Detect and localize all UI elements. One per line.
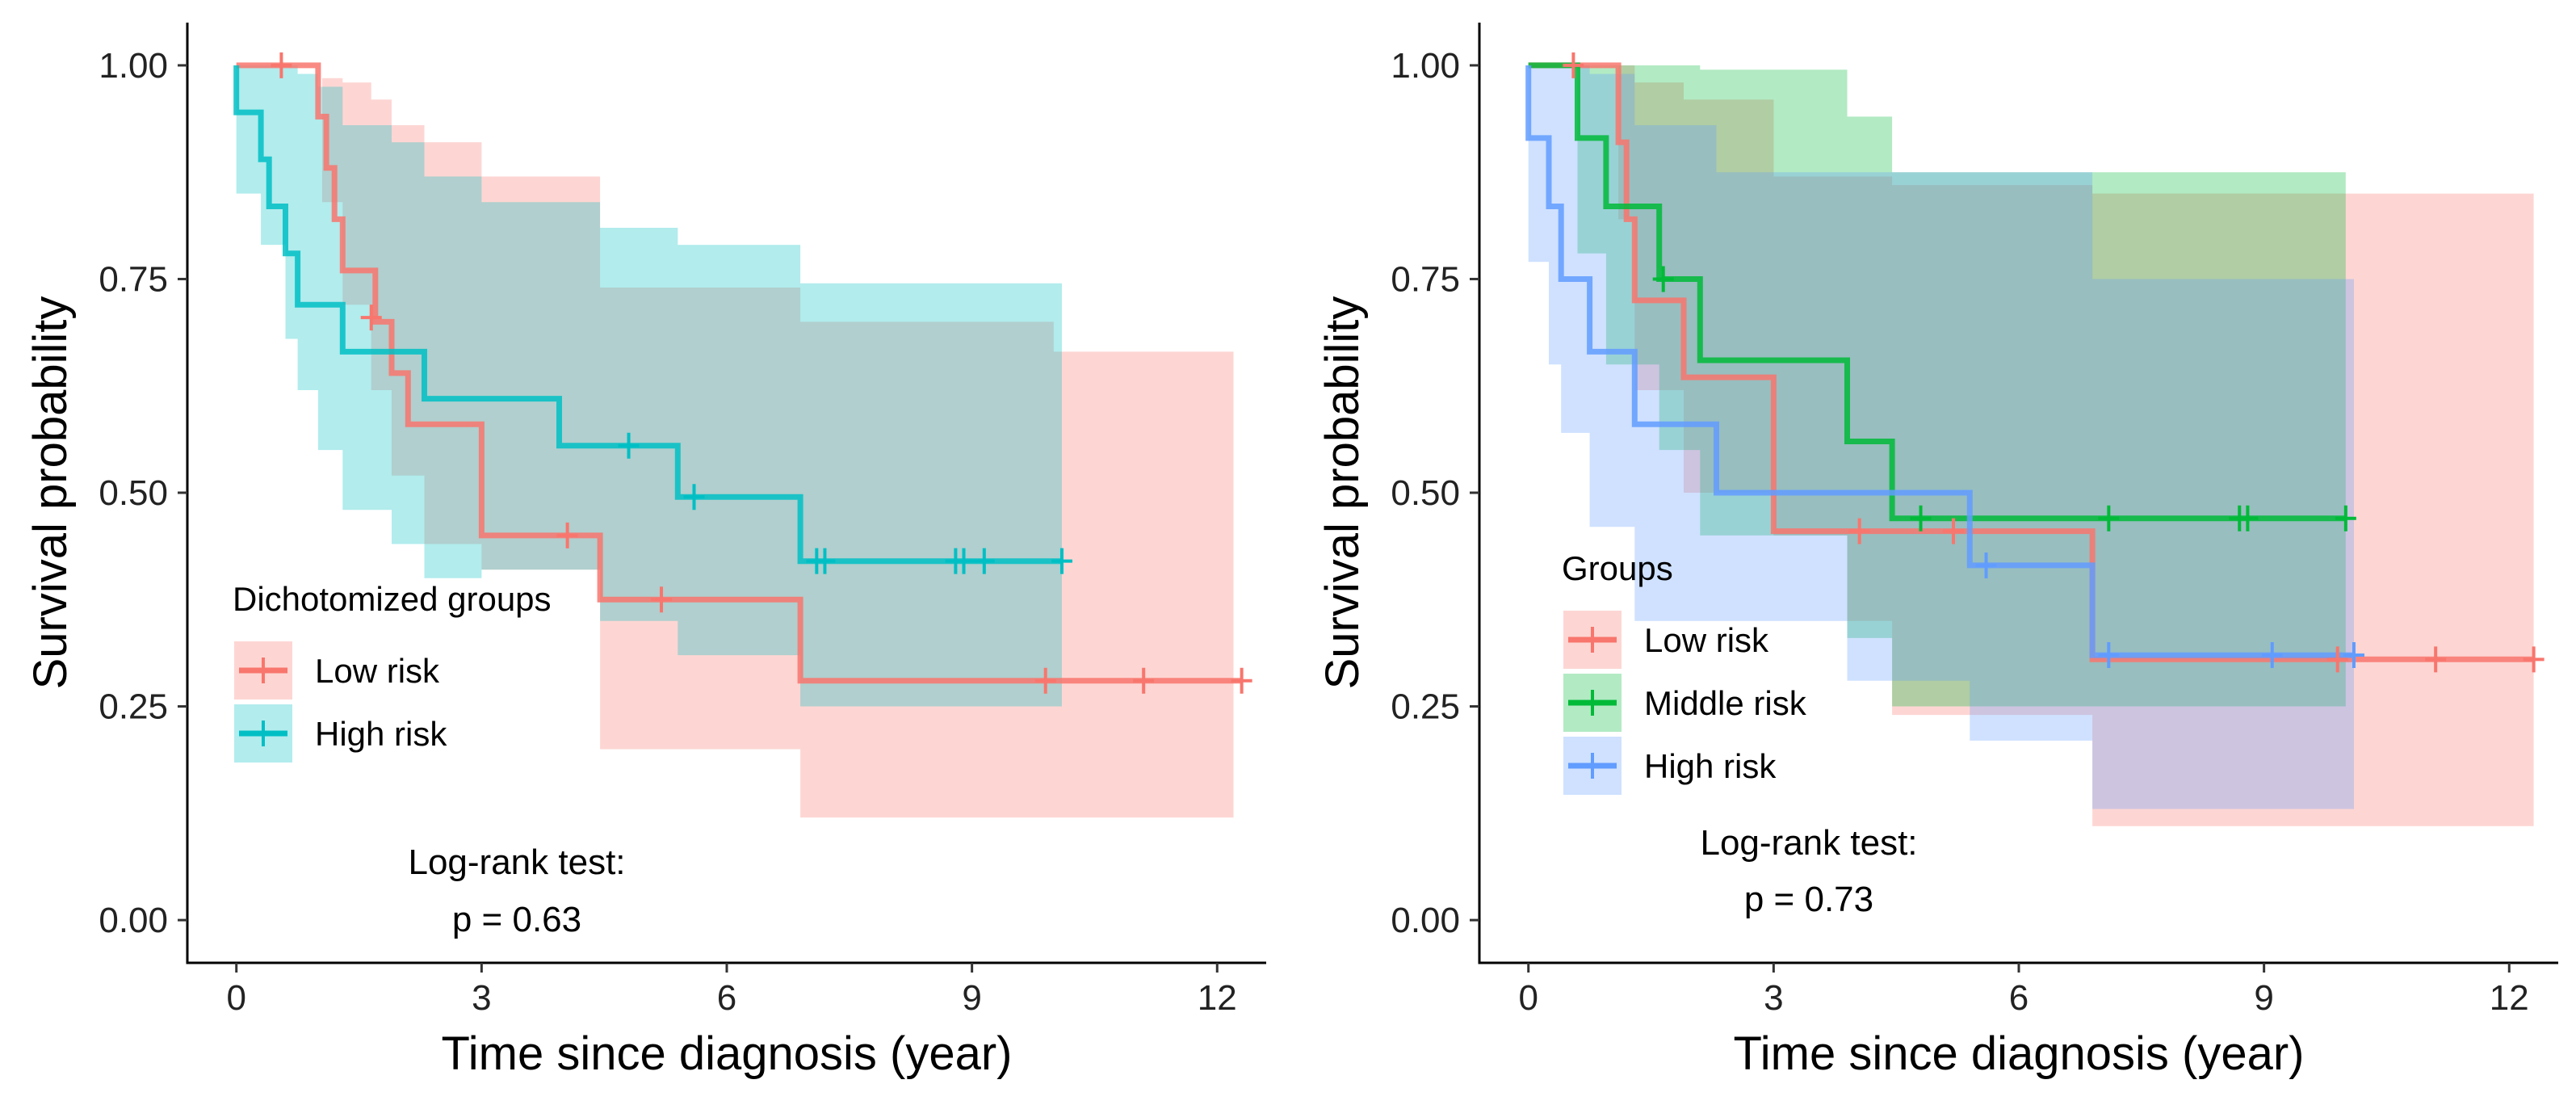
survival-curve-low-risk <box>236 62 1242 684</box>
y-axis-title: Survival probability <box>1316 296 1369 690</box>
y-tick-label: 0.00 <box>99 901 168 940</box>
legend: Groups Low risk Middle risk High risk <box>1562 549 1807 795</box>
panel-right: 0.00 0.25 0.50 0.75 1.00 0 3 6 9 12 Time since dia… <box>1316 23 2558 1080</box>
y-tick-label: 0.50 <box>1391 473 1460 513</box>
survival-curve-low-risk <box>1528 62 2534 662</box>
legend-label: Low risk <box>315 652 440 690</box>
censor-mark <box>1133 667 1155 694</box>
censor-mark <box>271 52 292 78</box>
x-tick-label: 3 <box>472 978 491 1018</box>
censor-mark <box>973 548 995 574</box>
censor-mark <box>360 305 382 331</box>
censor-mark <box>1943 518 1965 544</box>
censor-mark <box>953 548 975 574</box>
y-tick-label: 0.25 <box>1391 687 1460 727</box>
y-tick-label: 0.00 <box>1391 901 1460 940</box>
legend-label: High risk <box>315 715 447 753</box>
y-tick-label: 0.50 <box>99 473 168 513</box>
censor-mark <box>651 586 673 613</box>
censor-mark <box>2523 646 2545 673</box>
ci-band-low-risk <box>1528 65 2534 826</box>
x-tick-label: 9 <box>2254 978 2273 1018</box>
y-tick-label: 1.00 <box>99 46 168 86</box>
x-tick-label: 6 <box>2009 978 2028 1018</box>
censor-mark <box>683 484 705 510</box>
censor-mark <box>2098 505 2120 531</box>
ci-band-middle-risk <box>1528 65 2346 707</box>
ci-band-low-risk <box>236 65 1234 818</box>
legend-label: Low risk <box>1644 621 1769 659</box>
censor-mark <box>2237 505 2259 531</box>
censor-mark <box>556 522 578 548</box>
y-tick-label: 1.00 <box>1391 46 1460 86</box>
censor-mark <box>814 548 836 574</box>
x-axis-title: Time since diagnosis (year) <box>442 1027 1013 1080</box>
ci-band-high-risk <box>236 65 1062 707</box>
y-tick-label: 0.25 <box>99 687 168 727</box>
y-axis-title: Survival probability <box>24 296 77 690</box>
censor-mark <box>2098 642 2120 669</box>
x-tick-label: 12 <box>2490 978 2529 1018</box>
x-tick-label: 12 <box>1198 978 1237 1018</box>
x-tick-label: 6 <box>717 978 736 1018</box>
axis-lines <box>1478 23 2558 964</box>
censor-mark <box>1034 667 1056 694</box>
censor-mark <box>2326 646 2348 673</box>
censor-mark <box>2343 642 2364 669</box>
y-tick-label: 0.75 <box>99 259 168 299</box>
censor-mark <box>1975 552 1997 578</box>
survival-curve-high-risk <box>1525 65 2354 658</box>
legend-label: High risk <box>1644 747 1777 785</box>
censor-mark <box>1848 518 1870 544</box>
survival-curve-middle-risk <box>1528 62 2346 522</box>
legend-title: Dichotomized groups <box>233 580 552 618</box>
censor-mark <box>2335 505 2356 531</box>
x-axis-title: Time since diagnosis (year) <box>1734 1027 2305 1080</box>
legend-label: Middle risk <box>1644 684 1807 722</box>
censor-mark <box>1563 52 1584 78</box>
legend: Dichotomized groups Low risk High risk <box>233 580 552 763</box>
survival-curve-high-risk <box>233 65 1062 565</box>
censor-mark <box>1910 505 1932 531</box>
logrank-label: Log-rank test: <box>408 842 625 882</box>
censor-mark <box>1652 266 1674 292</box>
censor-mark <box>1231 667 1252 694</box>
censor-mark <box>618 432 640 459</box>
x-tick-label: 3 <box>1764 978 1783 1018</box>
censor-mark <box>1051 548 1072 574</box>
logrank-pvalue: p = 0.63 <box>452 900 581 939</box>
axis-lines <box>186 23 1266 964</box>
x-tick-label: 0 <box>1518 978 1538 1018</box>
ci-band-high-risk <box>1528 65 2354 809</box>
logrank-pvalue: p = 0.73 <box>1744 880 1873 919</box>
logrank-label: Log-rank test: <box>1700 823 1917 863</box>
panel-left: 0.00 0.25 0.50 0.75 1.00 0 3 6 9 12 Time since dia… <box>24 23 1266 1080</box>
x-tick-label: 0 <box>226 978 245 1018</box>
legend-title: Groups <box>1562 549 1673 587</box>
y-tick-label: 0.75 <box>1391 259 1460 299</box>
censor-mark <box>2261 642 2283 669</box>
x-tick-label: 9 <box>962 978 981 1018</box>
censor-mark <box>2425 646 2447 673</box>
